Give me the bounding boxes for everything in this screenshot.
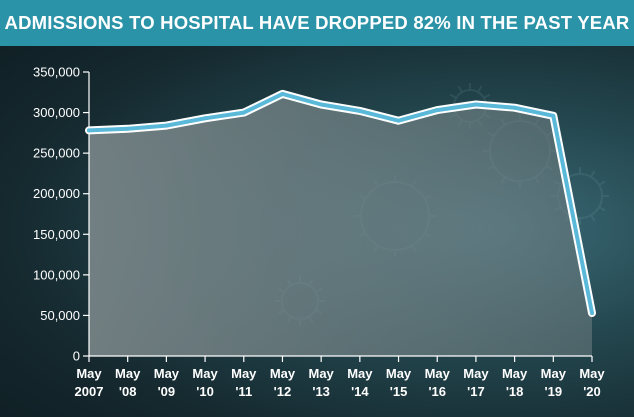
data-point <box>357 108 362 113</box>
x-tick-label: May <box>463 366 489 381</box>
y-tick-label: 250,000 <box>33 146 80 161</box>
y-tick-label: 200,000 <box>33 186 80 201</box>
y-tick-label: 150,000 <box>33 227 80 242</box>
y-tick-label: 100,000 <box>33 267 80 282</box>
data-point <box>203 116 208 121</box>
x-tick-label: May <box>192 366 218 381</box>
x-tick-label: May <box>76 366 102 381</box>
x-tick-label: '15 <box>390 384 408 399</box>
x-tick-label: '10 <box>196 384 214 399</box>
x-tick-label: '11 <box>235 384 252 399</box>
x-tick-label: '19 <box>545 384 563 399</box>
series-line <box>87 91 594 315</box>
data-point <box>590 310 594 315</box>
x-tick-label: '08 <box>119 384 137 399</box>
y-tick-label: 50,000 <box>40 308 80 323</box>
data-point <box>164 123 169 128</box>
y-tick-label: 350,000 <box>33 65 80 80</box>
x-tick-label: '09 <box>158 384 176 399</box>
x-tick-label: May <box>309 366 335 381</box>
x-tick-label: '20 <box>583 384 601 399</box>
x-tick-label: May <box>347 366 373 381</box>
data-point <box>551 113 556 118</box>
x-tick-label: May <box>425 366 451 381</box>
data-point <box>319 102 324 107</box>
chart-title: ADMISSIONS TO HOSPITAL HAVE DROPPED 82% … <box>4 12 630 33</box>
x-tick-label: May <box>115 366 141 381</box>
x-ticks: May 2007 May '08 May '09 May '10 May '11 May '12 May… <box>75 356 605 399</box>
x-tick-label: 2007 <box>75 384 104 399</box>
data-point <box>241 110 246 115</box>
data-point <box>473 102 478 107</box>
x-tick-label: '18 <box>506 384 524 399</box>
x-tick-label: May <box>154 366 180 381</box>
data-point <box>280 91 285 96</box>
x-tick-label: May <box>270 366 296 381</box>
data-point <box>396 118 401 123</box>
data-point <box>125 126 130 131</box>
y-tick-label: 300,000 <box>33 105 80 120</box>
x-tick-label: May <box>502 366 528 381</box>
x-tick-label: '12 <box>274 384 292 399</box>
area-fill <box>89 93 592 357</box>
data-points <box>87 91 594 315</box>
data-point <box>87 128 91 133</box>
x-tick-label: May <box>386 366 412 381</box>
data-point <box>512 105 517 110</box>
title-bar: ADMISSIONS TO HOSPITAL HAVE DROPPED 82% … <box>0 0 634 46</box>
x-tick-label: '17 <box>467 384 485 399</box>
x-tick-label: May <box>231 366 257 381</box>
x-tick-label: '16 <box>428 384 446 399</box>
x-tick-label: '13 <box>312 384 330 399</box>
y-ticks: 0 50,000 100,000 150,000 200,000 250,000 300,0… <box>33 65 89 364</box>
x-tick-label: May <box>541 366 567 381</box>
x-tick-label: '14 <box>351 384 369 399</box>
x-tick-label: May <box>579 366 605 381</box>
chart-plot: 0 50,000 100,000 150,000 200,000 250,000 300,0… <box>33 65 609 399</box>
y-tick-label: 0 <box>73 349 80 364</box>
data-point <box>435 108 440 113</box>
